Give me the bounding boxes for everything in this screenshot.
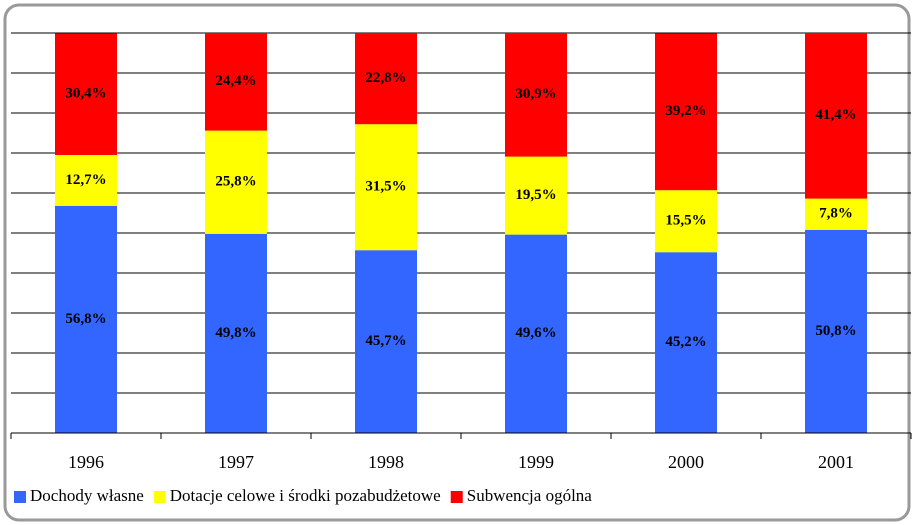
value-label: 39,2% bbox=[665, 103, 706, 119]
value-label: 45,2% bbox=[665, 334, 706, 350]
bar-segment bbox=[655, 33, 717, 191]
bar-segment bbox=[55, 205, 117, 433]
legend-label: Dochody własne bbox=[30, 486, 144, 505]
bar-segment bbox=[55, 33, 117, 155]
value-label: 25,8% bbox=[215, 174, 256, 190]
legend-swatch bbox=[450, 491, 463, 503]
value-label: 56,8% bbox=[65, 311, 106, 327]
bar-segment bbox=[805, 198, 867, 230]
value-label: 50,8% bbox=[815, 323, 856, 339]
x-tick-label: 1997 bbox=[218, 452, 254, 472]
legend-label: Dotacje celowe i środki pozabudżetowe bbox=[170, 486, 441, 505]
bar-segment bbox=[505, 234, 567, 433]
value-label: 41,4% bbox=[815, 107, 856, 123]
value-label: 24,4% bbox=[215, 73, 256, 89]
bar-segment bbox=[805, 33, 867, 199]
value-label: 19,5% bbox=[515, 187, 556, 203]
bar-segment bbox=[55, 155, 117, 206]
bar-segment bbox=[805, 229, 867, 433]
bar-segment bbox=[205, 130, 267, 234]
value-label: 30,9% bbox=[515, 86, 556, 102]
value-label: 31,5% bbox=[365, 179, 406, 195]
bar-segment bbox=[655, 252, 717, 433]
bar-segment bbox=[355, 250, 417, 433]
legend-swatch bbox=[153, 491, 166, 503]
legend-label: Subwencja ogólna bbox=[467, 486, 593, 505]
x-tick-label: 2001 bbox=[818, 452, 854, 472]
bar-segment bbox=[355, 124, 417, 251]
x-tick-label: 1999 bbox=[518, 452, 554, 472]
x-tick-label: 2000 bbox=[668, 452, 704, 472]
value-label: 45,7% bbox=[365, 333, 406, 349]
value-label: 15,5% bbox=[665, 213, 706, 229]
x-tick-label: 1996 bbox=[68, 452, 104, 472]
value-label: 7,8% bbox=[819, 206, 853, 222]
bar-segment bbox=[505, 156, 567, 235]
value-label: 49,8% bbox=[215, 325, 256, 341]
value-label: 12,7% bbox=[65, 172, 106, 188]
bar-segment bbox=[655, 190, 717, 253]
value-label: 30,4% bbox=[65, 86, 106, 102]
bar-segment bbox=[355, 33, 417, 125]
value-label: 22,8% bbox=[365, 70, 406, 86]
chart-frame bbox=[3, 3, 911, 522]
value-label: 49,6% bbox=[515, 325, 556, 341]
bar-segment bbox=[205, 33, 267, 131]
x-tick-label: 1998 bbox=[368, 452, 404, 472]
legend-swatch bbox=[14, 491, 26, 503]
bar-segment bbox=[205, 233, 267, 433]
bar-segment bbox=[505, 33, 567, 157]
